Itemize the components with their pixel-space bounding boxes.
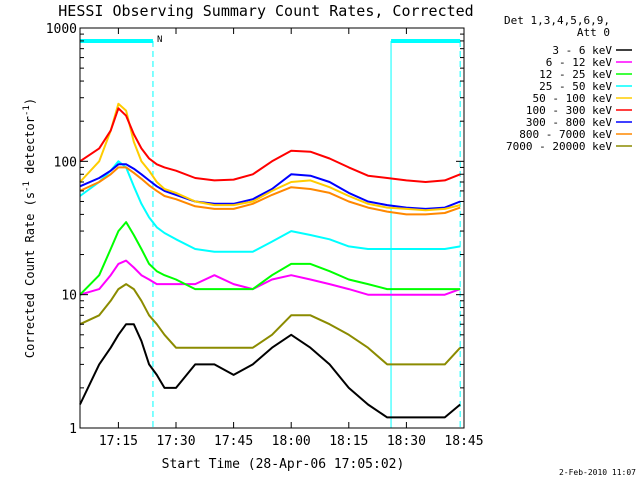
y-tick-label-1: 10: [61, 289, 77, 304]
series-line-7: [79, 166, 461, 216]
y-axis-label: Corrected Count Rate (s-1 detector-1): [22, 98, 37, 358]
legend-header-1: Att 0: [577, 26, 610, 39]
chart-title: HESSI Observing Summary Count Rates, Cor…: [58, 2, 473, 20]
series-line-1: [79, 259, 461, 296]
x-tick-label-5: 18:30: [387, 434, 426, 449]
x-tick-label-6: 18:45: [444, 434, 483, 449]
series-line-0: [79, 323, 461, 419]
x-tick-label-2: 17:45: [214, 434, 253, 449]
x-axis-label: Start Time (28-Apr-06 17:05:02): [162, 457, 405, 472]
legend-label-2: 12 - 25 keV: [539, 68, 612, 81]
series-line-2: [79, 221, 461, 296]
plot-frame: [79, 27, 465, 429]
x-tick-label-4: 18:15: [329, 434, 368, 449]
series-lines: [79, 102, 461, 419]
legend-label-6: 300 - 800 keV: [526, 116, 612, 129]
y-tick-label-0: 1: [69, 422, 77, 437]
x-tick-label-1: 17:30: [156, 434, 195, 449]
legend-label-5: 100 - 300 keV: [526, 104, 612, 117]
night-marker-label: N: [157, 35, 162, 45]
series-line-3: [79, 160, 461, 253]
y-tick-label-3: 1000: [46, 22, 77, 37]
night-markers: N: [79, 35, 461, 428]
y-axis-label-sup: -1: [22, 181, 32, 192]
legend-label-4: 50 - 100 keV: [533, 92, 613, 105]
series-line-8: [79, 283, 461, 366]
legend-label-7: 800 - 7000 keV: [519, 128, 612, 141]
footer-date: 2-Feb-2010 11:07: [559, 468, 636, 477]
legend-label-8: 7000 - 20000 keV: [506, 140, 612, 153]
y-axis-label-prefix: Corrected Count Rate (s: [23, 192, 37, 358]
x-tick-label-3: 18:00: [272, 434, 311, 449]
legend-label-0: 3 - 6 keV: [552, 44, 612, 57]
x-tick-label-0: 17:15: [99, 434, 138, 449]
series-line-5: [79, 107, 461, 183]
y-axis-label-suffix: ): [23, 98, 37, 105]
legend-label-1: 6 - 12 keV: [546, 56, 613, 69]
y-axis-label-sup2: -1: [22, 105, 32, 116]
y-axis-label-mid: detector: [23, 116, 37, 181]
series-line-4: [79, 102, 461, 212]
y-tick-label-2: 100: [54, 155, 77, 170]
legend-header-0: Det 1,3,4,5,6,9,: [504, 14, 610, 27]
axes: 17:15 17:30 17:45 18:00 18:15 18:30 18:45 1 10 10…: [46, 22, 484, 449]
legend-label-3: 25 - 50 keV: [539, 80, 612, 93]
series-line-6: [79, 163, 461, 210]
